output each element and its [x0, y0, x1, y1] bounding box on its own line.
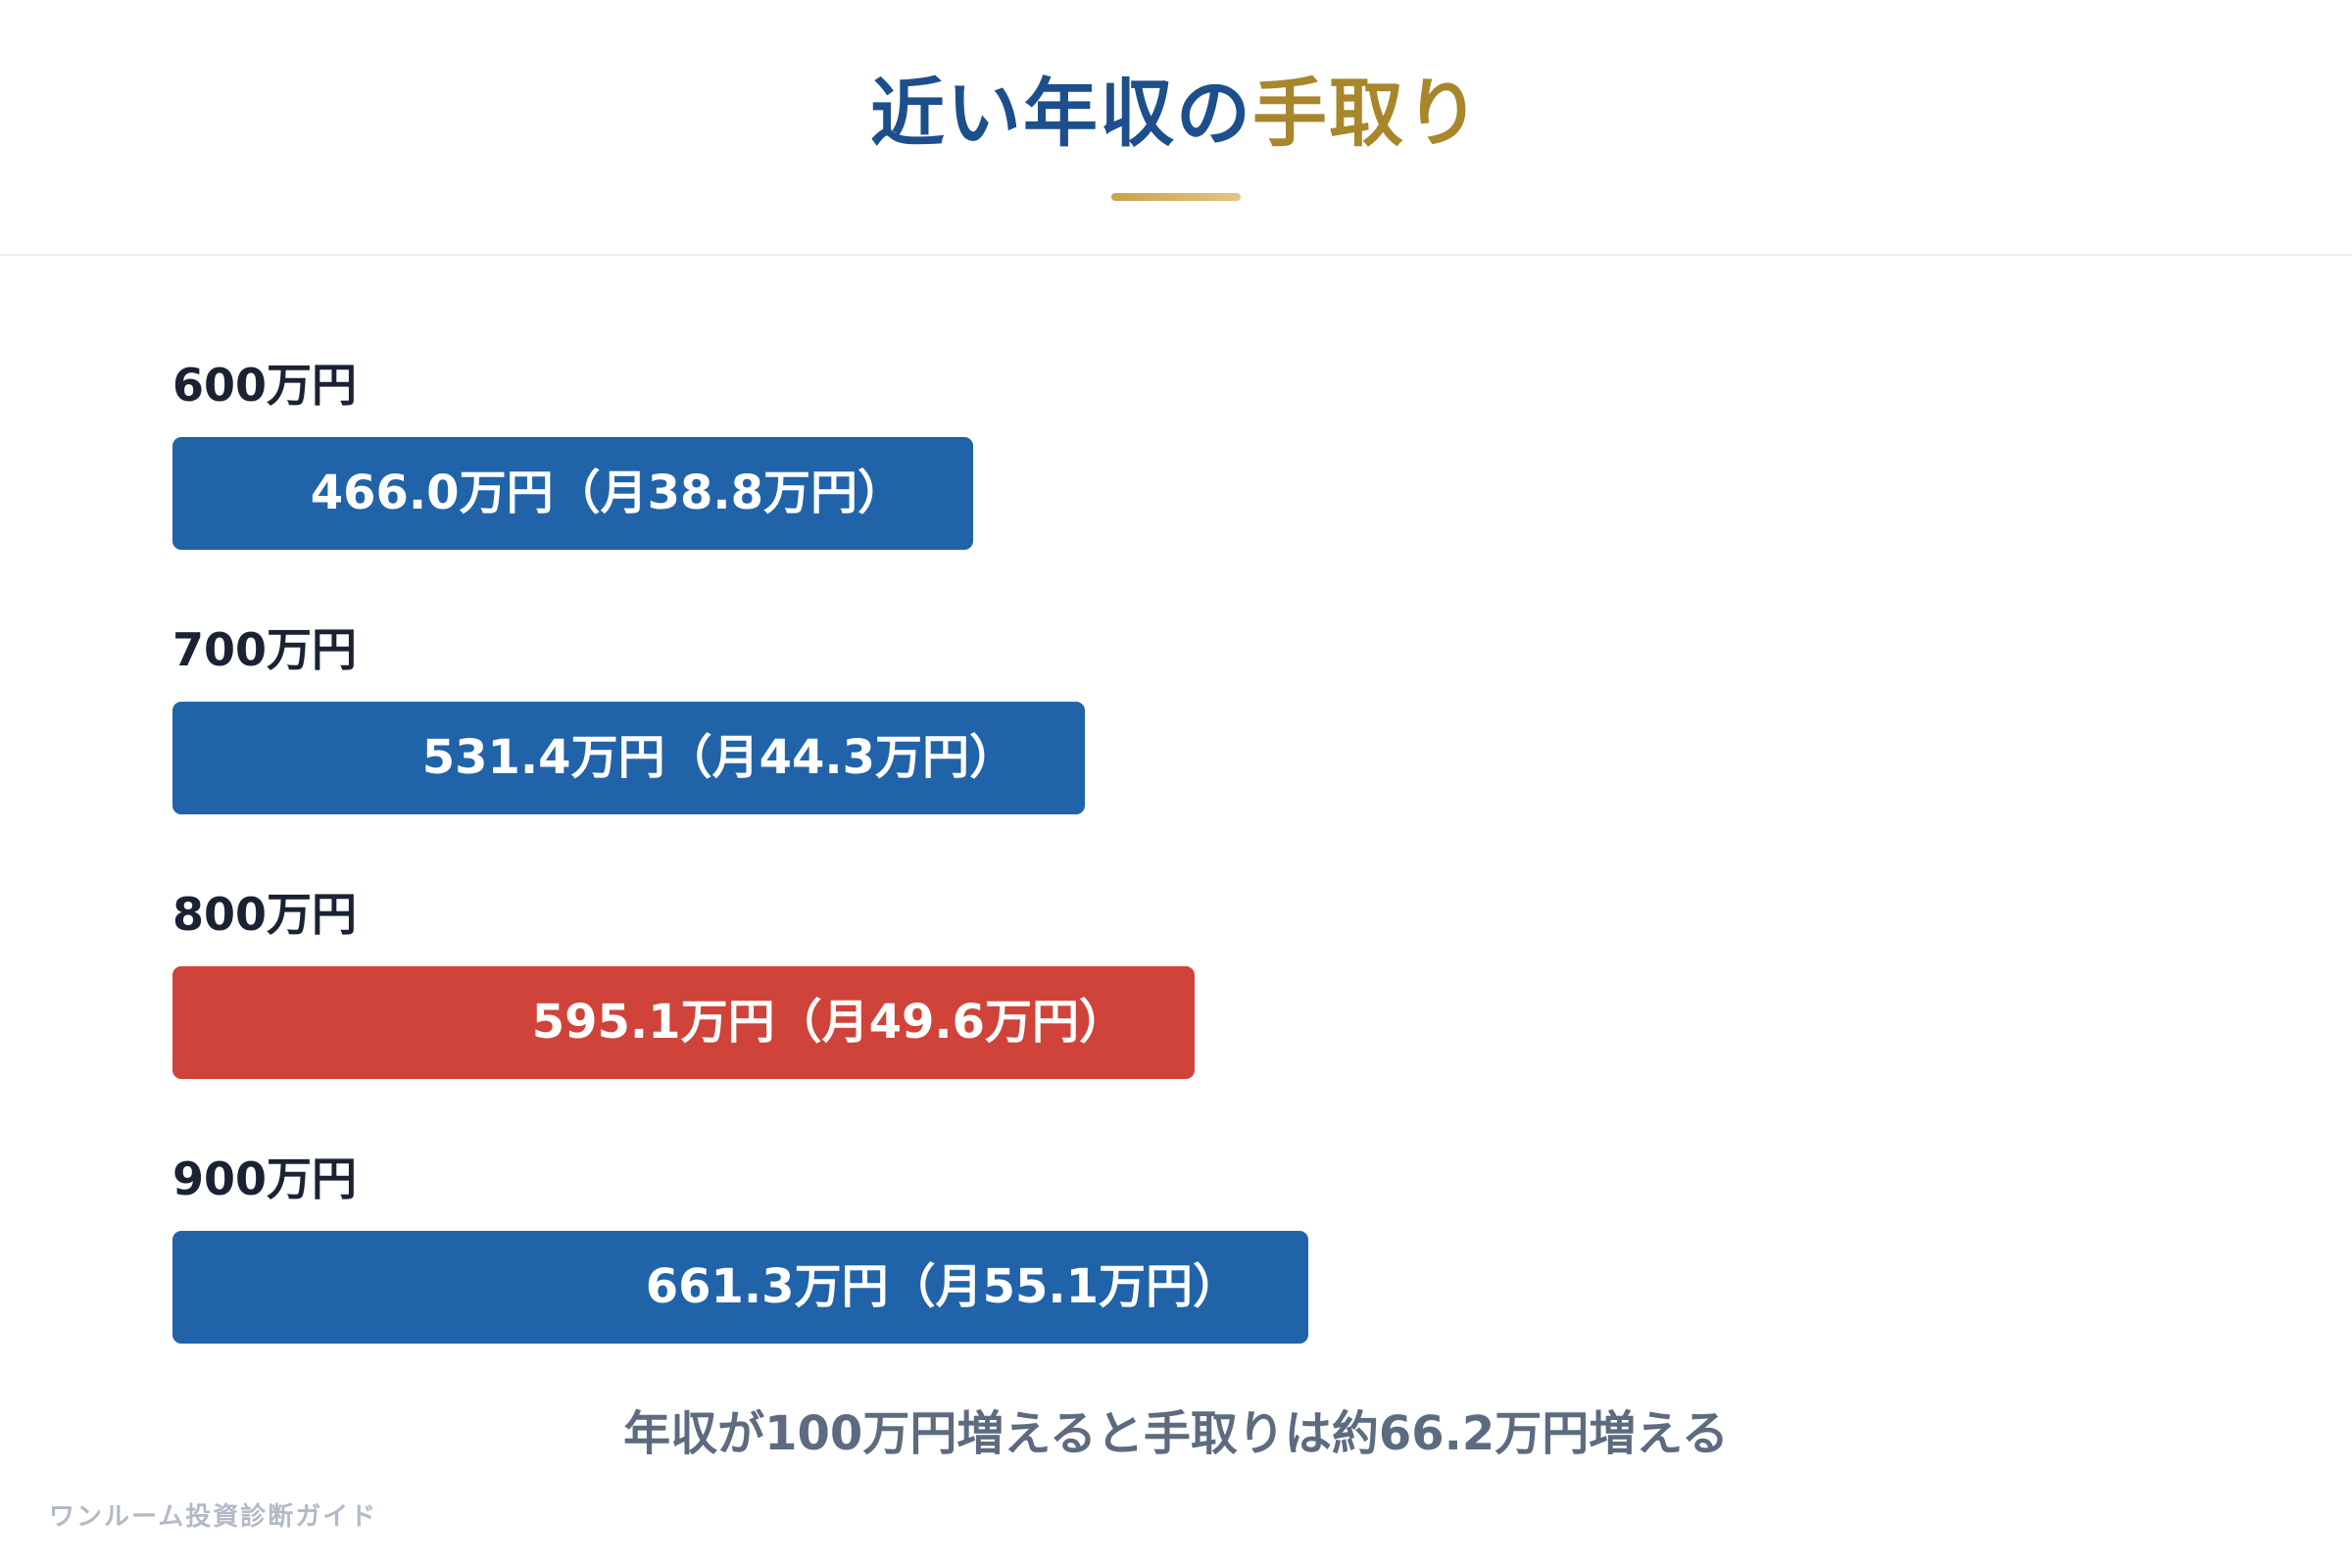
bar: 531.4万円（月44.3万円）	[172, 702, 1085, 814]
page-title: 近い年収の手取り	[0, 65, 2352, 163]
bar-value-label: 466.0万円（月38.8万円）	[310, 466, 905, 520]
bar: 661.3万円（月55.1万円）	[172, 1231, 1308, 1344]
title-primary: 近い年収の	[870, 70, 1252, 157]
bar-value-label: 531.4万円（月44.3万円）	[421, 730, 1016, 785]
bar: 595.1万円（月49.6万円）	[172, 966, 1195, 1079]
bar-value-label: 661.3万円（月55.1万円）	[645, 1259, 1240, 1314]
summary-note: 年収が100万円増えると手取りは約66.2万円増える	[623, 1406, 1729, 1461]
title-underline	[1111, 193, 1241, 201]
bar-category-label: 900万円	[172, 1152, 358, 1205]
bar-category-label: 700万円	[172, 623, 358, 676]
footer-brand: ワンルーム投資診断ガイド	[49, 1502, 378, 1532]
bar: 466.0万円（月38.8万円）	[172, 437, 973, 550]
title-accent: 手取り	[1252, 70, 1482, 157]
bar-category-label: 800万円	[172, 888, 358, 941]
bar-value-label: 595.1万円（月49.6万円）	[531, 995, 1126, 1050]
header: 近い年収の手取り	[0, 0, 2352, 256]
bar-category-label: 600万円	[172, 359, 358, 412]
